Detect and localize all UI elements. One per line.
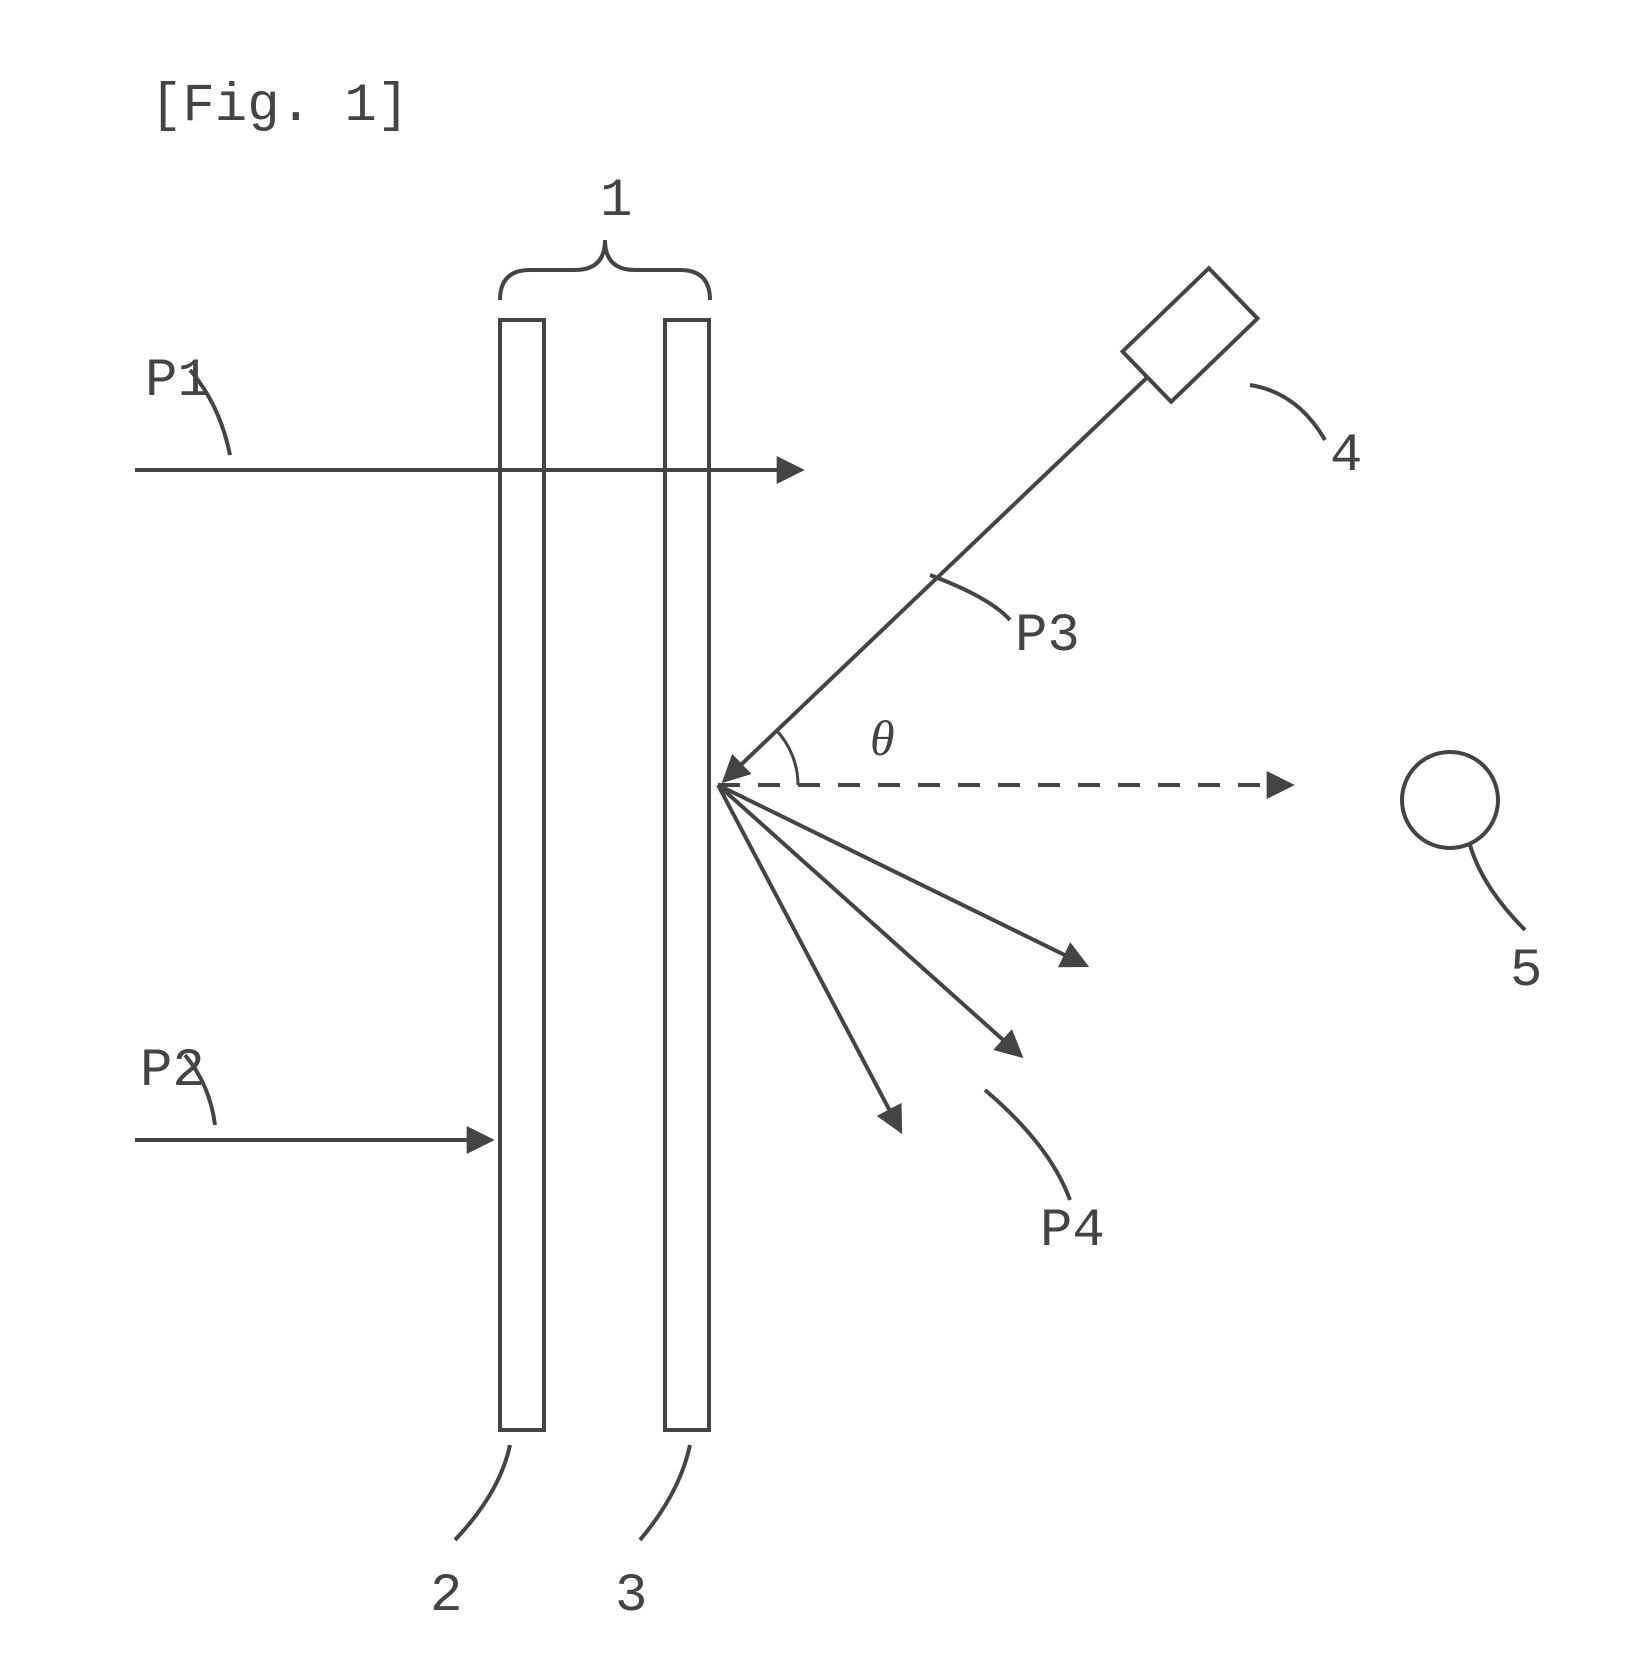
- label-3: 3: [615, 1566, 647, 1627]
- label-4: 4: [1330, 426, 1362, 487]
- label-theta: θ: [870, 710, 895, 766]
- label-2: 2: [430, 1566, 462, 1627]
- label-p3: P3: [1015, 606, 1080, 667]
- label-p1: P1: [145, 351, 210, 412]
- label-1: 1: [600, 171, 632, 232]
- label-p2: P2: [140, 1041, 205, 1102]
- label-5: 5: [1510, 941, 1542, 1002]
- label-p4: P4: [1040, 1201, 1105, 1262]
- figure-caption: [Fig. 1]: [150, 76, 409, 137]
